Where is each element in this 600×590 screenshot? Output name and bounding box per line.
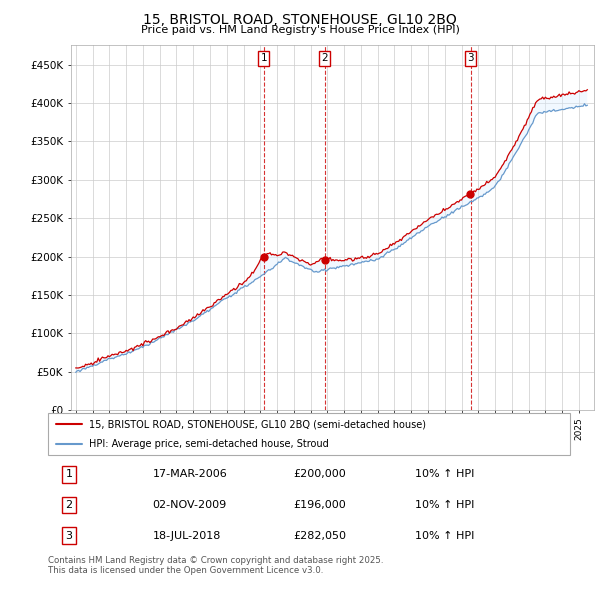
- Text: 3: 3: [65, 531, 73, 541]
- Text: 10% ↑ HPI: 10% ↑ HPI: [415, 531, 475, 541]
- Text: 10% ↑ HPI: 10% ↑ HPI: [415, 469, 475, 479]
- Text: 18-JUL-2018: 18-JUL-2018: [152, 531, 221, 541]
- Text: 2: 2: [322, 54, 328, 64]
- Text: 1: 1: [260, 54, 267, 64]
- Text: Contains HM Land Registry data © Crown copyright and database right 2025.
This d: Contains HM Land Registry data © Crown c…: [48, 556, 383, 575]
- Text: 15, BRISTOL ROAD, STONEHOUSE, GL10 2BQ (semi-detached house): 15, BRISTOL ROAD, STONEHOUSE, GL10 2BQ (…: [89, 419, 426, 430]
- Text: 1: 1: [65, 469, 73, 479]
- Text: 10% ↑ HPI: 10% ↑ HPI: [415, 500, 475, 510]
- FancyBboxPatch shape: [48, 413, 570, 455]
- Text: Price paid vs. HM Land Registry's House Price Index (HPI): Price paid vs. HM Land Registry's House …: [140, 25, 460, 35]
- Text: 15, BRISTOL ROAD, STONEHOUSE, GL10 2BQ: 15, BRISTOL ROAD, STONEHOUSE, GL10 2BQ: [143, 13, 457, 27]
- Text: 17-MAR-2006: 17-MAR-2006: [152, 469, 227, 479]
- Text: £200,000: £200,000: [293, 469, 346, 479]
- Text: £196,000: £196,000: [293, 500, 346, 510]
- Text: 2: 2: [65, 500, 73, 510]
- Text: £282,050: £282,050: [293, 531, 346, 541]
- Text: HPI: Average price, semi-detached house, Stroud: HPI: Average price, semi-detached house,…: [89, 439, 328, 449]
- Text: 02-NOV-2009: 02-NOV-2009: [152, 500, 227, 510]
- Text: 3: 3: [467, 54, 474, 64]
